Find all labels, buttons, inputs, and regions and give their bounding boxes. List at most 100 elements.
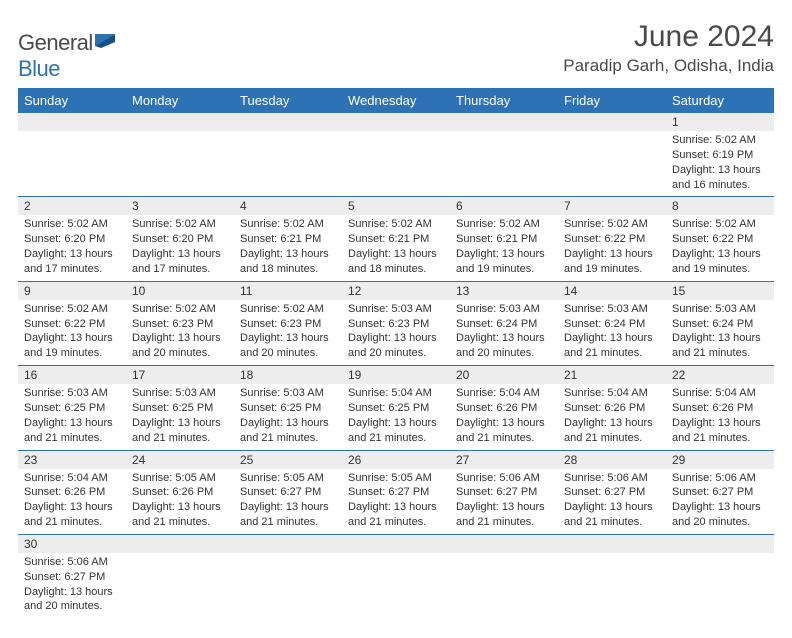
day-details: Sunrise: 5:02 AMSunset: 6:20 PMDaylight:… — [18, 215, 126, 280]
calendar-week: 23Sunrise: 5:04 AMSunset: 6:26 PMDayligh… — [18, 450, 774, 534]
day-details: Sunrise: 5:04 AMSunset: 6:26 PMDaylight:… — [18, 469, 126, 534]
day-header-row: SundayMondayTuesdayWednesdayThursdayFrid… — [18, 88, 774, 113]
day-header: Saturday — [666, 88, 774, 113]
calendar-week: 9Sunrise: 5:02 AMSunset: 6:22 PMDaylight… — [18, 281, 774, 365]
day-header: Wednesday — [342, 88, 450, 113]
day-number: 1 — [666, 113, 774, 131]
calendar-cell: 24Sunrise: 5:05 AMSunset: 6:26 PMDayligh… — [126, 450, 234, 534]
calendar-cell: 4Sunrise: 5:02 AMSunset: 6:21 PMDaylight… — [234, 197, 342, 281]
calendar-cell: 28Sunrise: 5:06 AMSunset: 6:27 PMDayligh… — [558, 450, 666, 534]
day-header: Monday — [126, 88, 234, 113]
day-number — [18, 113, 126, 131]
calendar-cell — [126, 534, 234, 618]
day-details: Sunrise: 5:02 AMSunset: 6:21 PMDaylight:… — [342, 215, 450, 280]
day-number — [234, 113, 342, 131]
calendar-cell: 12Sunrise: 5:03 AMSunset: 6:23 PMDayligh… — [342, 281, 450, 365]
calendar-cell: 22Sunrise: 5:04 AMSunset: 6:26 PMDayligh… — [666, 366, 774, 450]
logo-part1: General — [18, 30, 93, 55]
calendar-cell: 30Sunrise: 5:06 AMSunset: 6:27 PMDayligh… — [18, 534, 126, 618]
day-number — [450, 113, 558, 131]
calendar-cell: 8Sunrise: 5:02 AMSunset: 6:22 PMDaylight… — [666, 197, 774, 281]
calendar-cell — [450, 534, 558, 618]
day-number — [558, 535, 666, 553]
logo-text: GeneralBlue — [18, 30, 119, 82]
day-number: 14 — [558, 282, 666, 300]
calendar-week: 30Sunrise: 5:06 AMSunset: 6:27 PMDayligh… — [18, 534, 774, 618]
day-number: 13 — [450, 282, 558, 300]
day-number: 12 — [342, 282, 450, 300]
calendar-cell: 5Sunrise: 5:02 AMSunset: 6:21 PMDaylight… — [342, 197, 450, 281]
calendar-cell: 17Sunrise: 5:03 AMSunset: 6:25 PMDayligh… — [126, 366, 234, 450]
calendar-cell: 3Sunrise: 5:02 AMSunset: 6:20 PMDaylight… — [126, 197, 234, 281]
calendar-cell: 9Sunrise: 5:02 AMSunset: 6:22 PMDaylight… — [18, 281, 126, 365]
calendar-week: 2Sunrise: 5:02 AMSunset: 6:20 PMDaylight… — [18, 197, 774, 281]
calendar-cell: 16Sunrise: 5:03 AMSunset: 6:25 PMDayligh… — [18, 366, 126, 450]
day-details: Sunrise: 5:03 AMSunset: 6:24 PMDaylight:… — [666, 300, 774, 365]
day-details: Sunrise: 5:03 AMSunset: 6:25 PMDaylight:… — [126, 384, 234, 449]
calendar-cell: 27Sunrise: 5:06 AMSunset: 6:27 PMDayligh… — [450, 450, 558, 534]
calendar-cell — [234, 534, 342, 618]
day-number: 29 — [666, 451, 774, 469]
day-number — [666, 535, 774, 553]
calendar-cell — [558, 113, 666, 197]
day-details: Sunrise: 5:06 AMSunset: 6:27 PMDaylight:… — [18, 553, 126, 618]
day-number: 30 — [18, 535, 126, 553]
day-number — [558, 113, 666, 131]
calendar-cell: 2Sunrise: 5:02 AMSunset: 6:20 PMDaylight… — [18, 197, 126, 281]
day-details: Sunrise: 5:02 AMSunset: 6:23 PMDaylight:… — [234, 300, 342, 365]
calendar-cell: 19Sunrise: 5:04 AMSunset: 6:25 PMDayligh… — [342, 366, 450, 450]
calendar-cell: 10Sunrise: 5:02 AMSunset: 6:23 PMDayligh… — [126, 281, 234, 365]
day-number: 3 — [126, 197, 234, 215]
calendar-cell: 25Sunrise: 5:05 AMSunset: 6:27 PMDayligh… — [234, 450, 342, 534]
day-details: Sunrise: 5:05 AMSunset: 6:27 PMDaylight:… — [234, 469, 342, 534]
day-number: 20 — [450, 366, 558, 384]
calendar-cell: 15Sunrise: 5:03 AMSunset: 6:24 PMDayligh… — [666, 281, 774, 365]
day-details: Sunrise: 5:06 AMSunset: 6:27 PMDaylight:… — [666, 469, 774, 534]
calendar-cell: 6Sunrise: 5:02 AMSunset: 6:21 PMDaylight… — [450, 197, 558, 281]
day-details: Sunrise: 5:03 AMSunset: 6:24 PMDaylight:… — [450, 300, 558, 365]
day-details: Sunrise: 5:02 AMSunset: 6:22 PMDaylight:… — [666, 215, 774, 280]
day-number: 25 — [234, 451, 342, 469]
day-number: 21 — [558, 366, 666, 384]
calendar-week: 1Sunrise: 5:02 AMSunset: 6:19 PMDaylight… — [18, 113, 774, 197]
day-number — [126, 535, 234, 553]
calendar-cell — [342, 534, 450, 618]
day-details: Sunrise: 5:03 AMSunset: 6:25 PMDaylight:… — [234, 384, 342, 449]
day-details: Sunrise: 5:02 AMSunset: 6:21 PMDaylight:… — [450, 215, 558, 280]
calendar-cell — [450, 113, 558, 197]
day-details: Sunrise: 5:05 AMSunset: 6:27 PMDaylight:… — [342, 469, 450, 534]
day-number: 28 — [558, 451, 666, 469]
day-number: 2 — [18, 197, 126, 215]
day-details: Sunrise: 5:02 AMSunset: 6:19 PMDaylight:… — [666, 131, 774, 196]
day-details: Sunrise: 5:02 AMSunset: 6:22 PMDaylight:… — [18, 300, 126, 365]
calendar-cell — [342, 113, 450, 197]
day-number — [342, 113, 450, 131]
day-details: Sunrise: 5:04 AMSunset: 6:26 PMDaylight:… — [450, 384, 558, 449]
day-number — [234, 535, 342, 553]
day-header: Thursday — [450, 88, 558, 113]
day-details: Sunrise: 5:06 AMSunset: 6:27 PMDaylight:… — [450, 469, 558, 534]
calendar-cell: 7Sunrise: 5:02 AMSunset: 6:22 PMDaylight… — [558, 197, 666, 281]
day-details: Sunrise: 5:06 AMSunset: 6:27 PMDaylight:… — [558, 469, 666, 534]
day-number: 9 — [18, 282, 126, 300]
day-details: Sunrise: 5:02 AMSunset: 6:21 PMDaylight:… — [234, 215, 342, 280]
day-details: Sunrise: 5:02 AMSunset: 6:20 PMDaylight:… — [126, 215, 234, 280]
day-details: Sunrise: 5:04 AMSunset: 6:25 PMDaylight:… — [342, 384, 450, 449]
day-details: Sunrise: 5:04 AMSunset: 6:26 PMDaylight:… — [666, 384, 774, 449]
calendar-cell: 26Sunrise: 5:05 AMSunset: 6:27 PMDayligh… — [342, 450, 450, 534]
day-details: Sunrise: 5:03 AMSunset: 6:23 PMDaylight:… — [342, 300, 450, 365]
calendar-cell: 1Sunrise: 5:02 AMSunset: 6:19 PMDaylight… — [666, 113, 774, 197]
day-number: 23 — [18, 451, 126, 469]
day-number: 4 — [234, 197, 342, 215]
calendar-cell: 18Sunrise: 5:03 AMSunset: 6:25 PMDayligh… — [234, 366, 342, 450]
day-details: Sunrise: 5:03 AMSunset: 6:24 PMDaylight:… — [558, 300, 666, 365]
calendar-week: 16Sunrise: 5:03 AMSunset: 6:25 PMDayligh… — [18, 366, 774, 450]
day-number: 19 — [342, 366, 450, 384]
day-number: 27 — [450, 451, 558, 469]
calendar-cell: 20Sunrise: 5:04 AMSunset: 6:26 PMDayligh… — [450, 366, 558, 450]
day-header: Friday — [558, 88, 666, 113]
calendar-cell: 21Sunrise: 5:04 AMSunset: 6:26 PMDayligh… — [558, 366, 666, 450]
calendar-cell — [18, 113, 126, 197]
calendar-cell — [126, 113, 234, 197]
calendar-cell: 11Sunrise: 5:02 AMSunset: 6:23 PMDayligh… — [234, 281, 342, 365]
